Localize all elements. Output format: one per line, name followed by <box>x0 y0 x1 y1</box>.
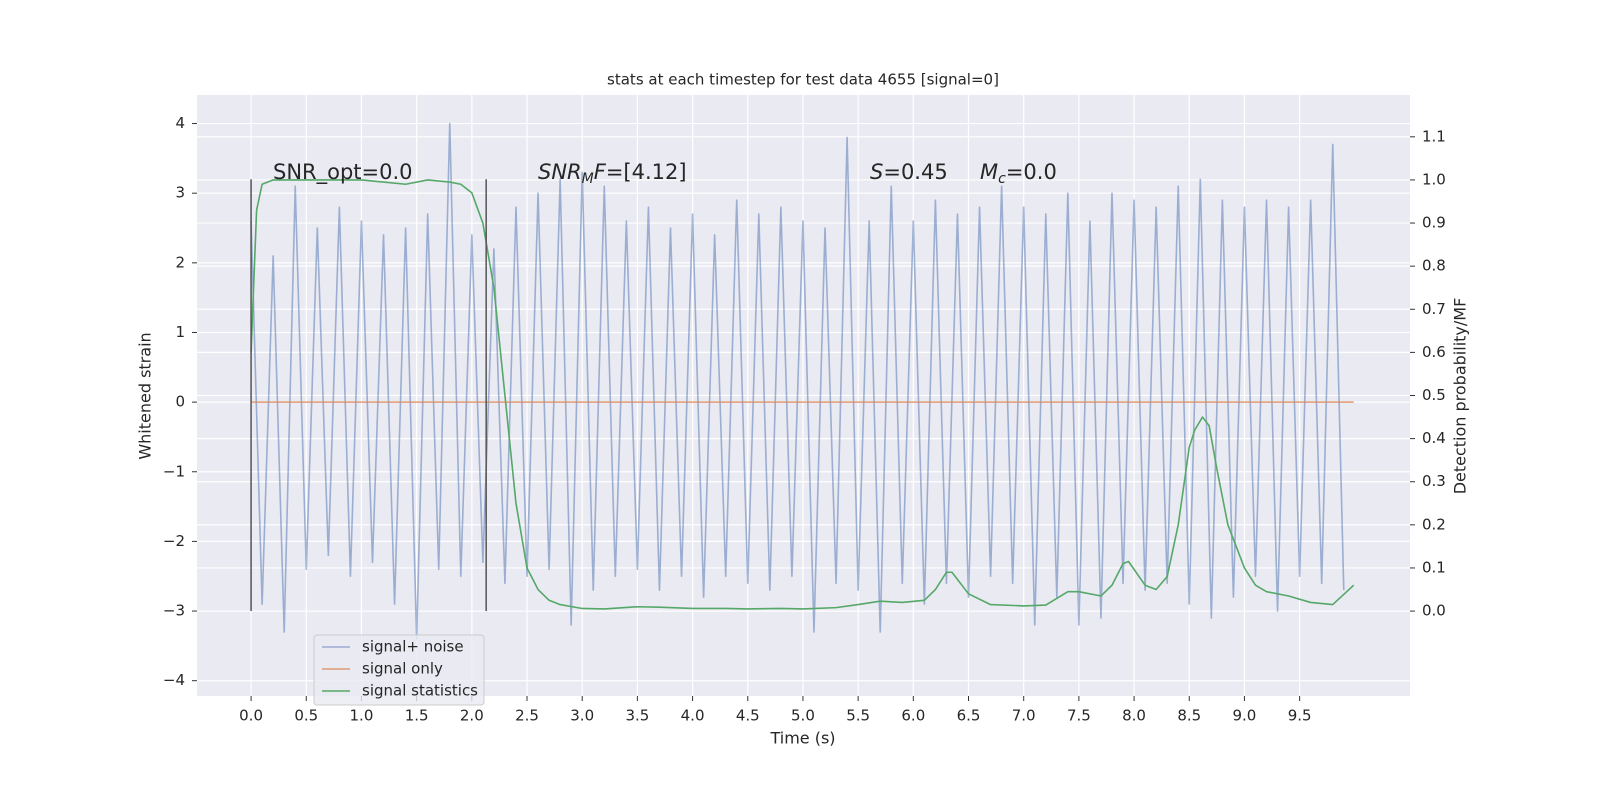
y-tick-label: 4 <box>175 114 185 132</box>
annotation-part: M <box>980 160 998 184</box>
y2-tick-label: 0.5 <box>1422 386 1446 404</box>
y-tick-label: −2 <box>163 532 185 550</box>
y-tick-label: −1 <box>163 462 185 480</box>
x-tick-label: 1.5 <box>405 707 429 725</box>
annotation-part: F <box>594 160 607 184</box>
y-axis-label: Whitened strain <box>136 332 155 459</box>
y2-tick-label: 0.7 <box>1422 300 1446 318</box>
annotation-part: M <box>582 171 594 187</box>
y2-tick-label: 0.1 <box>1422 558 1446 576</box>
y2-tick-label: 0.3 <box>1422 472 1446 490</box>
x-tick-label: 2.5 <box>515 707 539 725</box>
annotation-part: SNR <box>538 160 582 184</box>
x-tick-label: 0.0 <box>239 707 263 725</box>
legend: signal+ noise signal only signal statistic… <box>313 634 485 706</box>
y-tick-label: −4 <box>163 671 185 689</box>
x-tick-label: 8.0 <box>1122 707 1146 725</box>
annotation-part: SNR_opt=0.0 <box>273 160 413 185</box>
x-tick-label: 3.5 <box>625 707 649 725</box>
y-tick-label: 3 <box>175 184 185 202</box>
annotation: Mc=0.0 <box>980 160 1057 187</box>
x-tick-label: 9.5 <box>1288 707 1312 725</box>
x-tick-label: 7.0 <box>1012 707 1036 725</box>
x-tick-label: 6.0 <box>901 707 925 725</box>
annotation: SNR_opt=0.0 <box>273 160 413 185</box>
y-tick-label: 2 <box>175 253 185 271</box>
x-tick-label: 6.5 <box>957 707 981 725</box>
x-tick-label: 3.0 <box>570 707 594 725</box>
x-tick-label: 9.0 <box>1233 707 1257 725</box>
y2-tick-label: 0.8 <box>1422 257 1446 275</box>
chart-title: stats at each timestep for test data 465… <box>607 71 999 89</box>
x-tick-label: 4.5 <box>736 707 760 725</box>
y-tick-label: 1 <box>175 323 185 341</box>
annotation: S=0.45 <box>870 160 948 184</box>
x-tick-label: 2.0 <box>460 707 484 725</box>
legend-label: signal statistics <box>362 682 478 700</box>
annotation-part: c <box>998 171 1006 187</box>
y2-tick-label: 0.2 <box>1422 515 1446 533</box>
legend-box <box>313 634 485 706</box>
x-tick-label: 0.5 <box>294 707 318 725</box>
y2-tick-label: 0.4 <box>1422 429 1446 447</box>
x-tick-label: 5.0 <box>791 707 815 725</box>
legend-label: signal only <box>362 660 443 678</box>
y2-tick-label: 0.0 <box>1422 602 1446 620</box>
y-tick-label: 0 <box>175 393 185 411</box>
x-tick-label: 1.0 <box>350 707 374 725</box>
annotation-part: =0.45 <box>883 160 947 184</box>
annotation-part: =[4.12] <box>606 160 687 184</box>
x-tick-label: 4.0 <box>681 707 705 725</box>
y2-tick-label: 1.0 <box>1422 170 1446 188</box>
annotation: SNRMF=[4.12] <box>538 160 687 187</box>
annotation-part: =0.0 <box>1006 160 1057 184</box>
series-line <box>250 179 1355 610</box>
y2-axis-label: Detection probability/MF <box>1451 298 1470 495</box>
x-axis-label: Time (s) <box>769 729 835 748</box>
x-tick-label: 8.5 <box>1177 707 1201 725</box>
series-line <box>250 122 1345 640</box>
x-tick-label: 5.5 <box>846 707 870 725</box>
marks <box>250 122 1355 640</box>
annotation-part: S <box>870 160 883 184</box>
labels: 0.0 0.5 1.0 1.5 2.0 2.5 3.0 3.5 4.0 4.5 5.0 5.5 6.0 6… <box>163 114 1446 724</box>
y2-tick-label: 1.1 <box>1422 127 1446 145</box>
y-tick-label: −3 <box>163 602 185 620</box>
y2-tick-label: 0.9 <box>1422 214 1446 232</box>
legend-label: signal+ noise <box>362 638 464 656</box>
x-tick-label: 7.5 <box>1067 707 1091 725</box>
y2-tick-label: 0.6 <box>1422 343 1446 361</box>
